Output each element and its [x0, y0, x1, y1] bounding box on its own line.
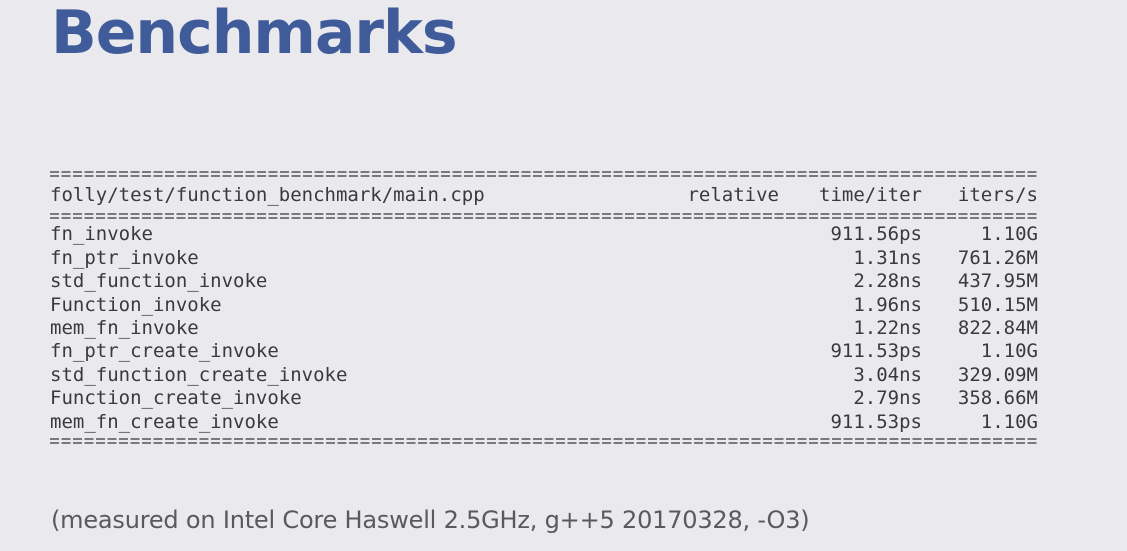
benchmark-iters-per-sec: 1.10G: [980, 410, 1038, 433]
benchmark-iters-per-sec: 510.15M: [957, 293, 1038, 316]
benchmark-row: mem_fn_create_invoke 911.53ps 1.10G: [50, 411, 1038, 434]
benchmark-time-per-iter: 911.56ps: [830, 223, 922, 246]
benchmark-time-per-iter: 1.31ns: [853, 246, 922, 269]
benchmark-rows: fn_invoke 911.56ps 1.10G fn_ptr_invoke 1…: [50, 223, 1038, 434]
column-header-time-per-iter: time/iter: [819, 184, 922, 206]
benchmark-iters-per-sec: 1.10G: [980, 223, 1038, 246]
slide-title: Benchmarks: [51, 0, 458, 68]
separator-rule: [50, 434, 1038, 447]
benchmark-name: fn_ptr_create_invoke: [50, 340, 279, 363]
column-header-relative: relative: [687, 184, 779, 206]
benchmark-header-row: folly/test/function_benchmark/main.cpp r…: [50, 184, 1038, 207]
benchmark-row: mem_fn_invoke 1.22ns 822.84M: [50, 317, 1038, 340]
separator-rule: [50, 209, 1038, 222]
benchmark-name: fn_invoke: [50, 223, 153, 246]
benchmark-iters-per-sec: 761.26M: [957, 246, 1038, 269]
benchmark-row: fn_ptr_create_invoke 911.53ps 1.10G: [50, 340, 1038, 363]
benchmark-name: std_function_create_invoke: [50, 363, 348, 386]
benchmark-time-per-iter: 911.53ps: [830, 340, 922, 363]
benchmark-row: fn_invoke 911.56ps 1.10G: [50, 223, 1038, 246]
benchmark-name: mem_fn_invoke: [50, 316, 199, 339]
benchmark-name: fn_ptr_invoke: [50, 246, 199, 269]
benchmark-row: Function_invoke 1.96ns 510.15M: [50, 294, 1038, 317]
column-header-iters-per-sec: iters/s: [957, 184, 1038, 206]
measurement-footnote: (measured on Intel Core Haswell 2.5GHz, …: [51, 506, 810, 534]
benchmark-iters-per-sec: 358.66M: [957, 387, 1038, 410]
benchmark-iters-per-sec: 1.10G: [980, 340, 1038, 363]
benchmark-row: std_function_invoke 2.28ns 437.95M: [50, 270, 1038, 293]
benchmark-time-per-iter: 911.53ps: [830, 410, 922, 433]
benchmark-iters-per-sec: 329.09M: [957, 363, 1038, 386]
separator-rule: [50, 167, 1038, 180]
benchmark-iters-per-sec: 822.84M: [957, 316, 1038, 339]
benchmark-row: std_function_create_invoke 3.04ns 329.09…: [50, 364, 1038, 387]
benchmark-time-per-iter: 2.79ns: [853, 387, 922, 410]
benchmark-time-per-iter: 3.04ns: [853, 363, 922, 386]
benchmark-time-per-iter: 2.28ns: [853, 270, 922, 293]
benchmark-row: Function_create_invoke 2.79ns 358.66M: [50, 387, 1038, 410]
benchmark-iters-per-sec: 437.95M: [957, 270, 1038, 293]
benchmark-name: mem_fn_create_invoke: [50, 410, 279, 433]
benchmark-name: std_function_invoke: [50, 270, 268, 293]
benchmark-time-per-iter: 1.22ns: [853, 316, 922, 339]
benchmark-name: Function_create_invoke: [50, 387, 302, 410]
benchmark-name: Function_invoke: [50, 293, 222, 316]
benchmark-time-per-iter: 1.96ns: [853, 293, 922, 316]
benchmark-file-name: folly/test/function_benchmark/main.cpp: [50, 184, 485, 206]
benchmark-row: fn_ptr_invoke 1.31ns 761.26M: [50, 247, 1038, 270]
benchmark-output: folly/test/function_benchmark/main.cpp r…: [50, 167, 1038, 447]
